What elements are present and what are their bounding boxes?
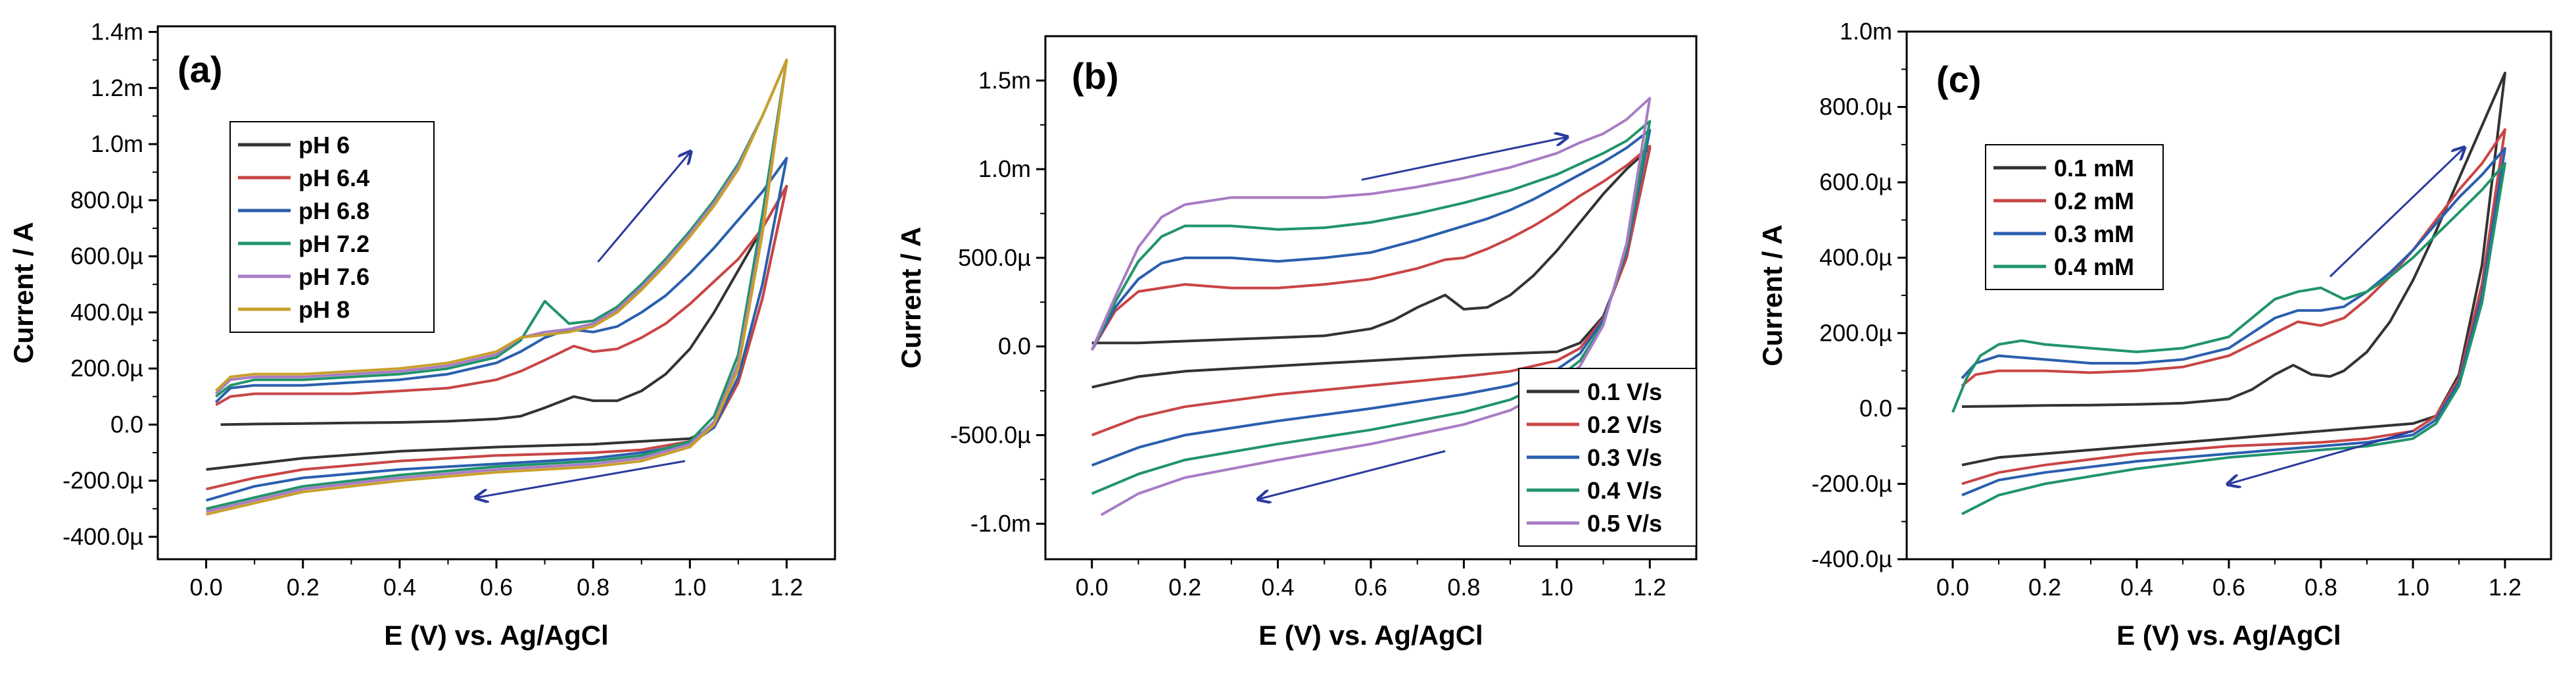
panel-b: 0.0 0.2 0.4 0.6 0.8 1.0 1.2 -1.0m -500.0µ 0.0 500.… xyxy=(895,35,1698,651)
x-axis-title: E (V) vs. Ag/AgCl xyxy=(384,620,608,651)
x-tick-label: 0.0 xyxy=(1076,574,1109,601)
x-axis-title: E (V) vs. Ag/AgCl xyxy=(2116,620,2341,651)
legend-label: 0.2 mM xyxy=(2054,188,2134,214)
series-line xyxy=(206,157,788,502)
series-line xyxy=(1090,97,1652,516)
series-line xyxy=(1090,120,1652,495)
y-axis-title: Current / A xyxy=(895,227,926,368)
panel-c: 0.0 0.2 0.4 0.6 0.8 1.0 1.2 -400.0µ -200.0µ 0.0 20… xyxy=(1757,18,2552,651)
panel-label: (b) xyxy=(1072,55,1119,97)
x-tick-label: 0.4 xyxy=(1262,574,1295,601)
y-tick-label: 800.0µ xyxy=(70,186,143,213)
panel-a: 0.0 0.2 0.4 0.6 0.8 1.0 1.2 -400.0µ -200.0µ 0.0 20… xyxy=(8,18,836,651)
series-line xyxy=(206,59,788,511)
x-tick-label: 1.2 xyxy=(2489,574,2521,601)
y-tick-label: 1.5m xyxy=(978,66,1031,93)
series-line xyxy=(1090,145,1652,437)
y-axis-title: Current / A xyxy=(8,222,39,363)
x-tick-label: 1.2 xyxy=(770,574,803,601)
legend-label: pH 6.8 xyxy=(298,197,370,224)
x-tick-label: 1.2 xyxy=(1633,574,1666,601)
y-tick-label: 1.0m xyxy=(978,155,1031,182)
legend-box xyxy=(229,121,435,333)
y-tick-label: 1.0m xyxy=(1840,18,1892,45)
x-tick-label: 0.4 xyxy=(383,574,416,601)
series-line xyxy=(1951,162,2506,516)
legend-label: pH 7.2 xyxy=(298,230,370,257)
y-tick-label: -400.0µ xyxy=(1811,545,1892,572)
legend-label: pH 6 xyxy=(298,132,350,159)
scan-direction-arrow xyxy=(477,460,686,497)
y-tick-label: -200.0µ xyxy=(62,467,143,494)
scan-direction-arrow xyxy=(2229,430,2414,484)
series-line xyxy=(206,185,788,471)
x-tick-label: 0.6 xyxy=(2212,574,2245,601)
x-tick-label: 0.8 xyxy=(577,574,609,601)
legend-label: 0.4 V/s xyxy=(1587,477,1662,504)
series-line xyxy=(1091,146,1652,389)
y-tick-label: 1.4m xyxy=(91,18,143,45)
x-tick-label: 0.2 xyxy=(1168,574,1201,601)
series-line xyxy=(1090,128,1652,467)
x-tick-label: 1.0 xyxy=(1540,574,1573,601)
legend-label: 0.1 V/s xyxy=(1587,378,1662,405)
x-tick-label: 1.0 xyxy=(673,574,706,601)
y-tick-label: 600.0µ xyxy=(1819,168,1892,195)
x-tick-label: 0.0 xyxy=(1936,574,1969,601)
series-line xyxy=(1961,72,2506,466)
series-line xyxy=(206,185,788,491)
y-tick-label: 1.0m xyxy=(91,130,143,157)
legend-label: 0.3 mM xyxy=(2054,220,2134,247)
legend-label: pH 8 xyxy=(298,296,350,323)
y-tick-label: 400.0µ xyxy=(70,299,143,326)
x-tick-label: 0.8 xyxy=(1447,574,1480,601)
x-tick-label: 0.0 xyxy=(190,574,223,601)
x-axis-title: E (V) vs. Ag/AgCl xyxy=(1258,620,1483,651)
y-tick-label: 400.0µ xyxy=(1819,244,1892,271)
x-tick-label: 0.6 xyxy=(480,574,513,601)
x-tick-label: 0.6 xyxy=(1354,574,1387,601)
x-tick-label: 0.2 xyxy=(287,574,320,601)
x-tick-label: 0.8 xyxy=(2304,574,2337,601)
y-tick-label: -200.0µ xyxy=(1811,470,1892,497)
legend-label: 0.1 mM xyxy=(2054,155,2134,182)
y-tick-label: 200.0µ xyxy=(1819,319,1892,346)
y-tick-label: -1.0m xyxy=(970,510,1031,537)
scan-direction-arrow xyxy=(2329,149,2464,278)
y-tick-label: 1.2m xyxy=(91,74,143,101)
legend-label: 0.5 V/s xyxy=(1587,510,1662,537)
legend-label: 0.3 V/s xyxy=(1587,444,1662,471)
series-line xyxy=(1961,147,2506,497)
y-tick-label: 800.0µ xyxy=(1819,93,1892,120)
series-line xyxy=(206,59,788,513)
y-tick-label: 200.0µ xyxy=(70,355,143,382)
y-tick-label: 500.0µ xyxy=(958,244,1031,271)
legend-label: 0.4 mM xyxy=(2054,253,2134,280)
legend-label: pH 7.6 xyxy=(298,263,370,290)
y-tick-label: -500.0µ xyxy=(950,421,1031,448)
panel-label: (a) xyxy=(178,49,222,90)
y-tick-label: 600.0µ xyxy=(70,243,143,270)
scan-direction-arrow xyxy=(597,153,690,263)
y-tick-label: 0.0 xyxy=(1859,395,1892,422)
panel-label: (c) xyxy=(1936,59,1981,100)
scan-direction-arrow xyxy=(1259,450,1446,499)
legend-label: pH 6.4 xyxy=(298,164,370,191)
x-tick-label: 1.0 xyxy=(2397,574,2429,601)
y-tick-label: -400.0µ xyxy=(62,523,143,550)
y-axis-title: Current / A xyxy=(1757,224,1788,366)
x-tick-label: 0.2 xyxy=(2028,574,2061,601)
y-tick-label: 0.0 xyxy=(998,333,1031,360)
scan-direction-arrow xyxy=(1361,138,1566,181)
x-tick-label: 0.4 xyxy=(2120,574,2153,601)
y-tick-label: 0.0 xyxy=(110,411,143,438)
legend-label: 0.2 V/s xyxy=(1587,411,1662,438)
series-line xyxy=(206,59,788,516)
